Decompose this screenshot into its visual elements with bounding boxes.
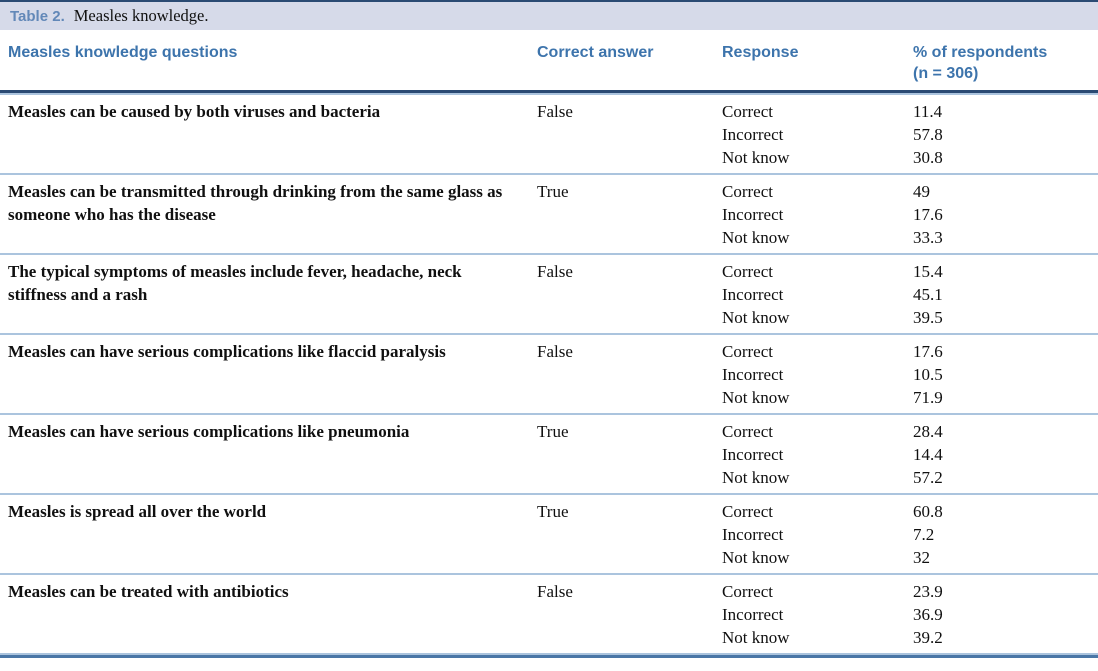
percent-value: 32 bbox=[913, 548, 930, 567]
percent-header-line1: % of respondents bbox=[913, 44, 1048, 61]
percent-cell: 15.4 45.1 39.5 bbox=[905, 255, 1098, 335]
percent-value: 30.8 bbox=[913, 148, 943, 167]
response-label: Not know bbox=[722, 228, 790, 247]
response-label: Correct bbox=[722, 422, 773, 441]
question-cell: Measles can have serious complications l… bbox=[0, 335, 530, 415]
table-caption-label: Table 2. bbox=[10, 7, 65, 25]
response-label: Incorrect bbox=[722, 285, 784, 304]
response-cell: Correct Incorrect Not know bbox=[715, 415, 905, 495]
column-header-response: Response bbox=[715, 30, 905, 93]
response-cell: Correct Incorrect Not know bbox=[715, 575, 905, 655]
percent-value: 28.4 bbox=[913, 422, 943, 441]
table-row: Measles can be caused by both viruses an… bbox=[0, 93, 1098, 175]
response-label: Not know bbox=[722, 628, 790, 647]
response-label: Correct bbox=[722, 502, 773, 521]
correct-answer-cell: False bbox=[530, 255, 715, 335]
correct-answer-cell: True bbox=[530, 175, 715, 255]
table-bottom-rule bbox=[0, 655, 1098, 658]
percent-value: 7.2 bbox=[913, 525, 935, 544]
percent-value: 23.9 bbox=[913, 582, 943, 601]
response-cell: Correct Incorrect Not know bbox=[715, 335, 905, 415]
percent-cell: 28.4 14.4 57.2 bbox=[905, 415, 1098, 495]
response-label: Not know bbox=[722, 468, 790, 487]
correct-answer-cell: False bbox=[530, 575, 715, 655]
table-row: Measles can be treated with antibiotics … bbox=[0, 575, 1098, 655]
response-cell: Correct Incorrect Not know bbox=[715, 175, 905, 255]
table-row: Measles can be transmitted through drink… bbox=[0, 175, 1098, 255]
percent-cell: 17.6 10.5 71.9 bbox=[905, 335, 1098, 415]
response-label: Incorrect bbox=[722, 525, 784, 544]
table-caption-title: Measles knowledge. bbox=[73, 6, 209, 25]
table-row: The typical symptoms of measles include … bbox=[0, 255, 1098, 335]
percent-cell: 49 17.6 33.3 bbox=[905, 175, 1098, 255]
percent-value: 57.2 bbox=[913, 468, 943, 487]
response-label: Correct bbox=[722, 582, 773, 601]
table-caption: Table 2. Measles knowledge. bbox=[0, 2, 1098, 30]
percent-value: 49 bbox=[913, 182, 930, 201]
question-cell: Measles can be caused by both viruses an… bbox=[0, 93, 530, 175]
percent-value: 39.2 bbox=[913, 628, 943, 647]
response-label: Incorrect bbox=[722, 445, 784, 464]
percent-cell: 23.9 36.9 39.2 bbox=[905, 575, 1098, 655]
question-cell: The typical symptoms of measles include … bbox=[0, 255, 530, 335]
response-label: Incorrect bbox=[722, 605, 784, 624]
response-label: Not know bbox=[722, 148, 790, 167]
percent-value: 36.9 bbox=[913, 605, 943, 624]
question-cell: Measles is spread all over the world bbox=[0, 495, 530, 575]
percent-value: 39.5 bbox=[913, 308, 943, 327]
table-body: Measles can be caused by both viruses an… bbox=[0, 93, 1098, 655]
response-cell: Correct Incorrect Not know bbox=[715, 495, 905, 575]
percent-cell: 11.4 57.8 30.8 bbox=[905, 93, 1098, 175]
response-label: Not know bbox=[722, 308, 790, 327]
column-header-questions: Measles knowledge questions bbox=[0, 30, 530, 93]
column-header-correct-answer: Correct answer bbox=[530, 30, 715, 93]
question-cell: Measles can be treated with antibiotics bbox=[0, 575, 530, 655]
percent-value: 17.6 bbox=[913, 205, 943, 224]
response-cell: Correct Incorrect Not know bbox=[715, 255, 905, 335]
response-label: Not know bbox=[722, 388, 790, 407]
response-label: Incorrect bbox=[722, 205, 784, 224]
table-row: Measles is spread all over the world Tru… bbox=[0, 495, 1098, 575]
percent-value: 71.9 bbox=[913, 388, 943, 407]
question-cell: Measles can be transmitted through drink… bbox=[0, 175, 530, 255]
percent-value: 57.8 bbox=[913, 125, 943, 144]
correct-answer-cell: True bbox=[530, 415, 715, 495]
table-top-rule bbox=[0, 0, 1098, 2]
response-label: Correct bbox=[722, 342, 773, 361]
percent-value: 11.4 bbox=[913, 102, 943, 121]
response-label: Correct bbox=[722, 182, 773, 201]
percent-header-line2: (n = 306) bbox=[913, 65, 979, 82]
response-label: Incorrect bbox=[722, 365, 784, 384]
table-row: Measles can have serious complications l… bbox=[0, 415, 1098, 495]
table-header: Measles knowledge questions Correct answ… bbox=[0, 30, 1098, 93]
response-label: Correct bbox=[722, 262, 773, 281]
percent-value: 45.1 bbox=[913, 285, 943, 304]
column-header-percent-respondents: % of respondents (n = 306) bbox=[905, 30, 1098, 93]
correct-answer-cell: True bbox=[530, 495, 715, 575]
header-row: Measles knowledge questions Correct answ… bbox=[0, 30, 1098, 93]
response-label: Not know bbox=[722, 548, 790, 567]
measles-knowledge-table: Measles knowledge questions Correct answ… bbox=[0, 30, 1098, 655]
percent-value: 17.6 bbox=[913, 342, 943, 361]
response-label: Incorrect bbox=[722, 125, 784, 144]
correct-answer-cell: False bbox=[530, 93, 715, 175]
percent-cell: 60.8 7.2 32 bbox=[905, 495, 1098, 575]
table-row: Measles can have serious complications l… bbox=[0, 335, 1098, 415]
percent-value: 15.4 bbox=[913, 262, 943, 281]
correct-answer-cell: False bbox=[530, 335, 715, 415]
percent-value: 60.8 bbox=[913, 502, 943, 521]
percent-value: 33.3 bbox=[913, 228, 943, 247]
question-cell: Measles can have serious complications l… bbox=[0, 415, 530, 495]
percent-value: 14.4 bbox=[913, 445, 943, 464]
response-cell: Correct Incorrect Not know bbox=[715, 93, 905, 175]
response-label: Correct bbox=[722, 102, 773, 121]
percent-value: 10.5 bbox=[913, 365, 943, 384]
